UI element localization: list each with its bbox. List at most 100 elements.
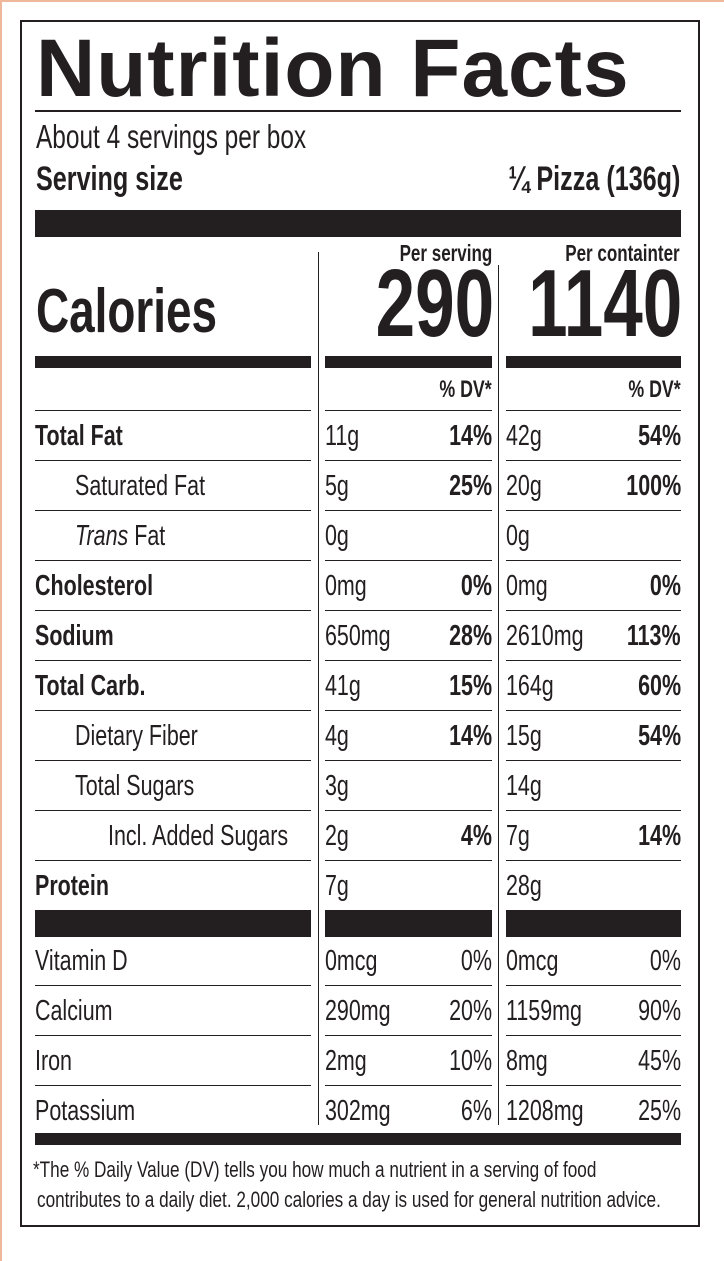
serving-size-label: Serving size [36,160,183,198]
container-dv: 54% [638,720,681,752]
row-divider [506,1035,681,1036]
serving-dv: 4% [460,820,492,852]
row-divider [325,460,492,461]
serving-dv: 0% [460,945,492,977]
column-divider [318,252,319,1125]
page-edge [0,0,2,1261]
row-divider [35,710,311,711]
row-divider [506,710,681,711]
row-divider [35,1085,311,1086]
vitamin-label: Potassium [35,1095,136,1127]
row-divider [506,610,681,611]
row-divider [506,1085,681,1086]
row-divider [506,985,681,986]
row-divider [506,810,681,811]
serving-dv: 25% [449,470,492,502]
row-divider [35,810,311,811]
container-dv: 0% [649,570,681,602]
serving-dv: 15% [449,670,492,702]
row-divider [325,760,492,761]
row-divider [35,610,311,611]
container-amount: 20g [506,470,542,502]
container-dv: 25% [638,1095,681,1127]
footnote: *The % Daily Value (DV) tells you how mu… [33,1155,724,1215]
vitamin-label: Vitamin D [35,945,128,977]
servings-per-container: About 4 servings per box [36,118,307,155]
container-dv [506,761,681,811]
thick-divider [35,210,681,237]
row-divider [35,560,311,561]
container-amount: 8mg [506,1045,548,1077]
thick-divider [506,910,681,937]
row-divider [506,860,681,861]
container-dv: 90% [638,995,681,1027]
container-dv [506,861,681,911]
serving-amount: 0mcg [325,945,378,977]
nutrient-label: Protein [35,870,109,902]
calories-per-serving: 290 [375,250,494,357]
thick-divider [506,356,681,368]
row-divider [325,1035,492,1036]
serving-dv: 28% [449,620,492,652]
serving-size-value: ¼ Pizza (136g) [508,160,680,198]
per-container-header: Per containter [565,240,680,266]
row-divider [506,510,681,511]
page-edge [0,0,724,2]
container-dv: 0% [649,945,681,977]
container-dv: 60% [638,670,681,702]
container-amount: 28g [506,870,542,902]
serving-amount: 7g [325,870,349,902]
row-divider [35,1035,311,1036]
serving-dv [325,511,492,561]
label-title: Nutrition Facts [36,23,630,114]
row-divider [506,760,681,761]
serving-dv: 10% [449,1045,492,1077]
label-frame [20,20,700,1227]
divider [35,110,681,112]
row-divider [325,860,492,861]
container-dv: 100% [626,470,681,502]
thick-divider [35,1133,681,1145]
trans-word: Trans [75,520,129,552]
vitamin-label: Iron [35,1045,72,1077]
container-amount: 14g [506,770,542,802]
container-dv: 54% [638,420,681,452]
row-divider [325,710,492,711]
nutrient-label: Sodium [35,620,114,652]
container-amount: 2610mg [506,620,584,652]
dv-header-container: % DV* [628,376,681,403]
container-amount: 0mcg [506,945,559,977]
container-amount: 1208mg [506,1095,584,1127]
container-amount: 164g [506,670,554,702]
serving-amount: 650mg [325,620,391,652]
container-amount: 7g [506,820,530,852]
row-divider [35,760,311,761]
serving-amount: 2g [325,820,349,852]
serving-dv: 0% [460,570,492,602]
column-divider [498,265,499,1125]
serving-amount: 3g [325,770,349,802]
container-dv: 113% [627,620,681,652]
serving-dv [325,861,492,911]
container-dv: 14% [638,820,681,852]
serving-amount: 41g [325,670,361,702]
footnote-line: contributes to a daily diet. 2,000 calor… [37,1187,661,1212]
row-divider [325,1085,492,1086]
serving-dv: 20% [449,995,492,1027]
thick-divider [35,910,311,937]
row-divider [35,510,311,511]
serving-dv: 6% [460,1095,492,1127]
nutrient-label: Total Sugars [75,770,195,802]
row-divider [506,560,681,561]
nutrient-label: Dietary Fiber [75,720,198,752]
row-divider [35,460,311,461]
serving-dv [325,761,492,811]
row-divider [506,410,681,411]
row-divider [325,560,492,561]
calories-per-container: 1140 [527,250,682,357]
serving-dv: 14% [449,720,492,752]
thick-divider [325,910,492,937]
serving-amount: 2mg [325,1045,367,1077]
row-divider [325,985,492,986]
nutrient-label: Total Carb. [35,670,146,702]
